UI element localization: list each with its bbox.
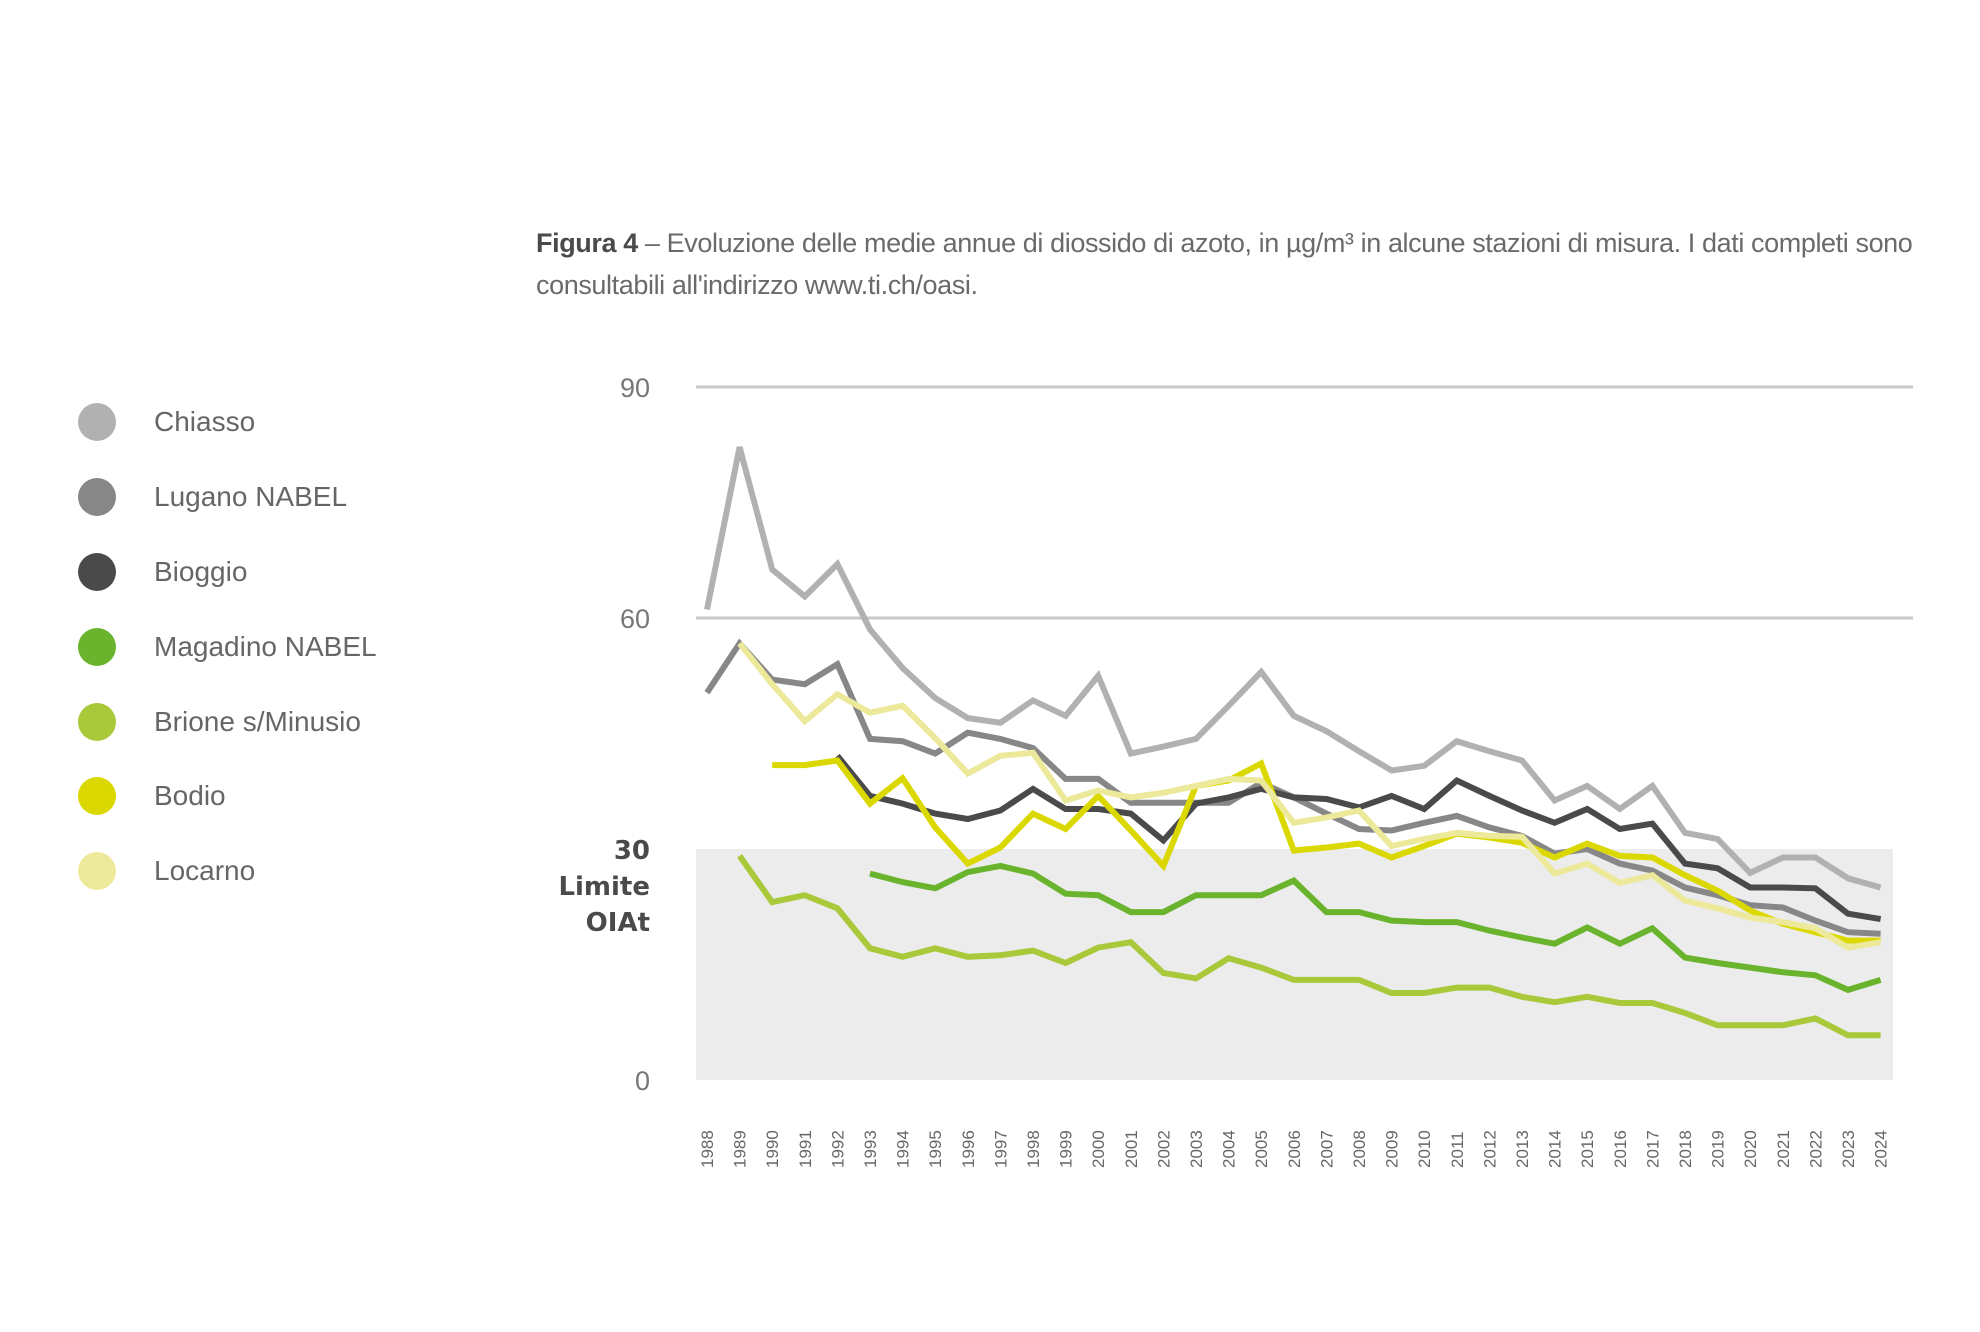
legend-label: Bioggio [154, 555, 248, 587]
limit-name-label: OIAt [586, 908, 650, 938]
legend-label: Locarno [154, 855, 256, 887]
legend-swatch [78, 552, 116, 591]
figure-caption: Figura 4 – Evoluzione delle medie annue … [536, 222, 1936, 306]
legend-swatch [78, 852, 116, 891]
x-tick-label: 2014 [1546, 1130, 1565, 1168]
series-line-magadino-nabel [869, 862, 1882, 994]
x-tick-label: 2013 [1513, 1130, 1532, 1168]
legend-item-lugano-nabel: Lugano NABEL [78, 460, 377, 535]
x-tick-label: 1993 [861, 1130, 880, 1168]
legend-swatch [78, 702, 116, 741]
x-tick-label: 1997 [991, 1130, 1010, 1168]
limit-name-label: Limite [558, 872, 650, 902]
series-line-bioggio [835, 753, 1882, 923]
x-tick-label: 2002 [1154, 1130, 1173, 1168]
x-tick-label: 1995 [926, 1130, 945, 1168]
legend-swatch [78, 403, 116, 442]
x-tick-label: 2011 [1448, 1131, 1467, 1168]
x-tick-label: 1999 [1057, 1130, 1076, 1168]
x-tick-label: 2012 [1480, 1130, 1499, 1168]
x-tick-label: 2024 [1872, 1130, 1891, 1168]
legend-item-chiasso: Chiasso [78, 385, 377, 460]
x-tick-label: 2001 [1122, 1130, 1141, 1168]
x-tick-label: 2005 [1252, 1130, 1271, 1168]
x-tick-label: 2003 [1187, 1130, 1206, 1168]
x-tick-label: 1996 [959, 1130, 978, 1168]
x-tick-label: 1988 [698, 1130, 717, 1168]
x-tick-label: 1992 [828, 1130, 847, 1168]
x-tick-label: 2004 [1220, 1130, 1239, 1168]
x-tick-label: 2017 [1643, 1130, 1662, 1168]
x-tick-label: 2010 [1415, 1130, 1434, 1168]
legend-label: Bodio [154, 780, 226, 812]
legend-label: Magadino NABEL [154, 630, 377, 662]
legend-item-locarno: Locarno [78, 834, 377, 909]
legend-label: Lugano NABEL [154, 481, 348, 513]
series-line-locarno [737, 641, 1882, 951]
series-line-bodio [772, 757, 1881, 944]
x-tick-label: 1991 [796, 1130, 815, 1168]
chart-legend: Chiasso Lugano NABEL Bioggio Magadino NABEL… [78, 385, 377, 909]
legend-swatch [78, 627, 116, 666]
figure-caption-text: – Evoluzione delle medie annue di diossi… [536, 228, 1913, 300]
x-tick-label: 2008 [1350, 1130, 1369, 1168]
series-line-brione-s-minusio [737, 854, 1881, 1039]
x-tick-label: 2007 [1317, 1130, 1336, 1168]
x-tick-label: 2022 [1806, 1130, 1825, 1168]
legend-swatch [78, 777, 116, 816]
figure-label: Figura 4 [536, 228, 638, 258]
y-tick-label: 0 [635, 1066, 650, 1096]
x-tick-label: 2021 [1774, 1130, 1793, 1168]
legend-label: Brione s/Minusio [154, 705, 361, 737]
x-tick-label: 1994 [894, 1130, 913, 1168]
x-tick-label: 2009 [1383, 1130, 1402, 1168]
x-tick-label: 2000 [1089, 1130, 1108, 1168]
x-tick-label: 2020 [1741, 1130, 1760, 1168]
x-tick-label: 1989 [731, 1130, 750, 1168]
limit-value-label: 30 [614, 836, 650, 866]
legend-item-magadino-nabel: Magadino NABEL [78, 609, 377, 684]
x-tick-label: 2006 [1285, 1130, 1304, 1168]
legend-item-bioggio: Bioggio [78, 535, 377, 610]
y-tick-label: 60 [620, 604, 650, 634]
x-tick-label: 1998 [1024, 1130, 1043, 1168]
legend-item-bodio: Bodio [78, 759, 377, 834]
y-tick-label: 90 [620, 373, 650, 403]
x-tick-label: 2023 [1839, 1130, 1858, 1168]
x-tick-label: 2016 [1611, 1130, 1630, 1168]
x-tick-label: 2019 [1709, 1130, 1728, 1168]
legend-label: Chiasso [154, 406, 256, 438]
x-tick-label: 2015 [1578, 1130, 1597, 1168]
series-line-chiasso [704, 446, 1882, 891]
legend-swatch [78, 478, 116, 517]
x-tick-label: 2018 [1676, 1130, 1695, 1168]
x-tick-label: 1990 [763, 1130, 782, 1168]
legend-item-brione-s-minusio: Brione s/Minusio [78, 684, 377, 759]
